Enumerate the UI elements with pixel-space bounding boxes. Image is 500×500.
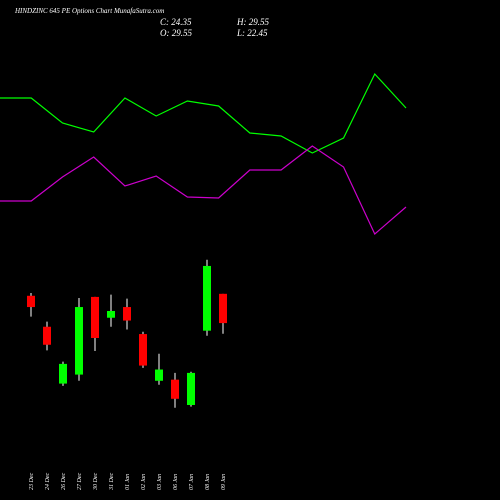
x-tick-label: 01 Jan (125, 474, 131, 490)
x-tick-label: 06 Jan (173, 474, 179, 490)
candle-body (139, 334, 147, 366)
candle-body (219, 293, 227, 324)
x-tick-label: 07 Jan (189, 474, 195, 490)
x-tick-label: 26 Dec (61, 473, 67, 490)
x-tick-label: 30 Dec (93, 473, 99, 491)
indicator-line (0, 72, 407, 154)
indicator-line (0, 145, 407, 235)
x-tick-label: 02 Jan (141, 474, 147, 490)
x-tick-label: 08 Jan (205, 474, 211, 490)
candle-body (107, 310, 115, 318)
candle-body (171, 379, 179, 399)
chart-title: HINDZINC 645 PE Options Chart MunafaSutr… (14, 7, 164, 15)
x-tick-label: 24 Dec (44, 473, 51, 490)
info-low: L: 22.45 (236, 28, 268, 38)
candle-body (75, 307, 83, 375)
info-close: C: 24.35 (160, 17, 192, 27)
x-tick-label: 09 Jan (221, 474, 227, 490)
candle-body (43, 326, 51, 345)
x-tick-label: 27 Dec (77, 473, 83, 490)
x-tick-label: 23 Dec (29, 473, 35, 490)
candle-body (203, 265, 211, 331)
candle-body (123, 307, 131, 321)
x-tick-label: 31 Dec (109, 473, 115, 491)
candle-body (187, 372, 195, 405)
candle-body (155, 369, 163, 381)
info-high: H: 29.55 (236, 17, 269, 27)
candle-body (27, 295, 35, 308)
info-open: O: 29.55 (160, 28, 192, 38)
candle-body (59, 363, 67, 384)
x-tick-label: 03 Jan (157, 474, 163, 490)
candle-body (91, 296, 99, 339)
